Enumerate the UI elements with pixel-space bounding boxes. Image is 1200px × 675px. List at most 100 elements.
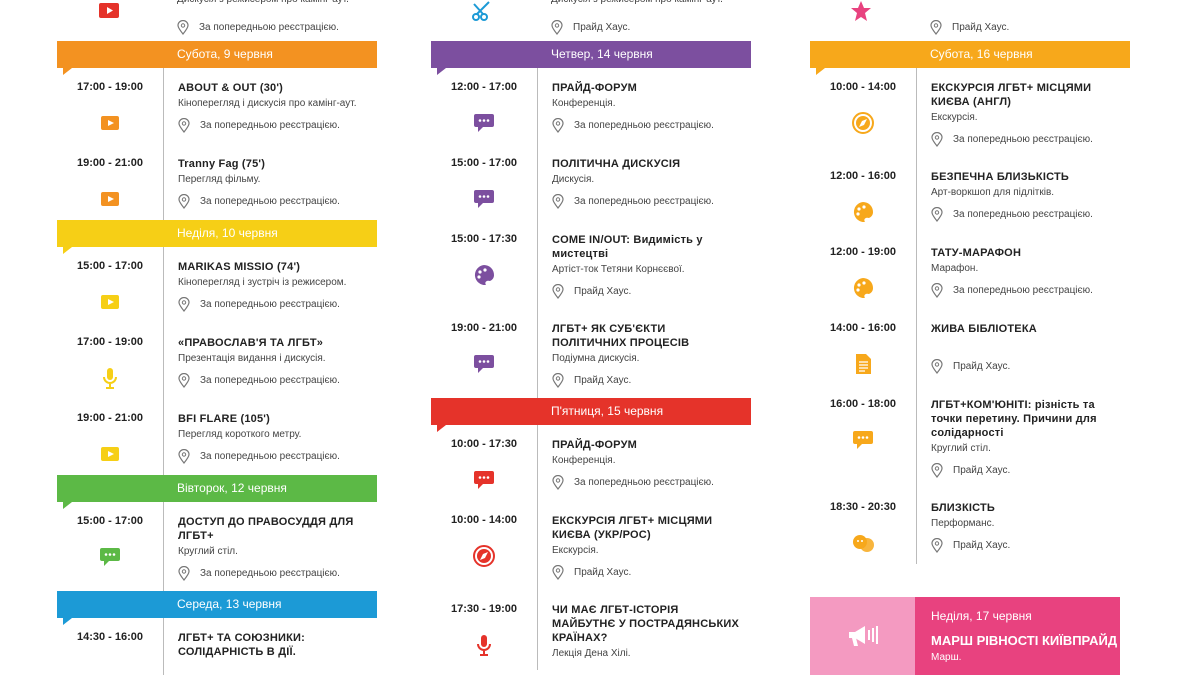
event-content: ЕКСКУРСІЯ ЛГБТ+ МІСЦЯМИ КИЄВА (УКР/РОС) Е…	[537, 501, 751, 590]
event-description: Артіст-ток Тетяни Корнєєвої.	[552, 264, 685, 275]
place-text: Прайд Хаус.	[574, 286, 632, 297]
place-text: За попередньою реєстрацією.	[953, 209, 1093, 220]
time-text: 12:00 - 17:00	[450, 81, 518, 93]
event-place: За попередньою реєстрацією.	[931, 132, 1130, 147]
event-title: ЛГБТ+ ЯК СУБ'ЄКТИ ПОЛІТИЧНИХ ПРОЦЕСІВ	[552, 323, 690, 349]
yt-icon	[99, 3, 119, 18]
event: 12:00 - 19:00 ТАТУ-МАРАФОН Марафон. За попе…	[810, 233, 1130, 309]
event-time: 14:00 - 16:00	[810, 309, 916, 385]
event-content: БЛИЗКІСТЬ Перформанс. Прайд Хаус.	[916, 488, 1130, 564]
time-text: 19:00 - 21:00	[76, 412, 144, 424]
place-text: За попередньою реєстрацією.	[200, 375, 340, 386]
time-text: 14:00 - 16:00	[829, 322, 897, 334]
event-time: 12:00 - 17:00	[431, 68, 537, 144]
event: 17:30 - 19:00 ЧИ МАЄ ЛГБТ-ІСТОРІЯ МАЙБУТН…	[431, 590, 751, 670]
time-text: 17:00 - 19:00	[76, 336, 144, 348]
event: 12:00 - 16:00 БЕЗПЕЧНА БЛИЗЬКІСТЬ Арт-ворк…	[810, 157, 1130, 233]
event-time: 17:00 - 19:00	[57, 323, 163, 399]
event-content: BFI FLARE (105') Перегляд короткого метру…	[163, 399, 377, 475]
pin-icon	[177, 20, 189, 35]
event-place: За попередньою реєстрацією.	[178, 118, 377, 133]
event-content: ЕКСКУРСІЯ ЛГБТ+ МІСЦЯМИ КИЄВА (АНГЛ) Екск…	[916, 68, 1130, 157]
pin-icon	[930, 20, 942, 35]
event-place: За попередньою реєстрацією.	[552, 118, 751, 133]
schedule-column: Прайд Хаус. Субота, 16 червня 10:00 - 14:0…	[810, 0, 1130, 564]
palette-icon	[474, 265, 495, 286]
pin-icon	[178, 566, 190, 581]
pin-icon	[178, 449, 190, 464]
final-date: Неділя, 17 червня	[931, 609, 1032, 623]
event-time: 12:00 - 19:00	[810, 233, 916, 309]
event-title: ЛГБТ+ ТА СОЮЗНИКИ: СОЛІДАРНІСТЬ В ДІЇ.	[178, 632, 306, 658]
event-description: Екскурсія.	[552, 545, 599, 556]
time-text: 18:30 - 20:30	[829, 501, 897, 513]
time-text: 17:30 - 19:00	[450, 603, 518, 615]
masks-icon	[853, 535, 874, 552]
event-description: Конференція.	[552, 98, 616, 109]
place-text: За попередньою реєстрацією.	[199, 22, 339, 33]
mic-icon	[103, 368, 117, 389]
pin-icon	[931, 463, 943, 478]
event: 10:00 - 17:30 ПРАЙД-ФОРУМ Конференція. За п…	[431, 425, 751, 501]
event-time: 16:00 - 18:00	[810, 385, 916, 488]
event-description: Презентація видання і дискусія.	[178, 353, 326, 364]
event-place: Прайд Хаус.	[930, 20, 1009, 35]
event-description: Арт-воркшоп для підлітків.	[931, 187, 1055, 198]
place-text: Прайд Хаус.	[574, 375, 632, 386]
day-header: Неділя, 10 червня	[57, 220, 377, 254]
event-description: Дискусія з режисером про камінг-аут.	[551, 0, 723, 5]
pin-icon	[552, 284, 564, 299]
place-text: За попередньою реєстрацією.	[574, 196, 714, 207]
event-time: 19:00 - 21:00	[431, 309, 537, 398]
event-content: ПРАЙД-ФОРУМ Конференція. За попередньою ре…	[537, 68, 751, 144]
event-title: MARIKAS MISSIO (74')	[178, 261, 301, 273]
event: 19:00 - 21:00 BFI FLARE (105') Перегляд ко…	[57, 399, 377, 475]
event-title: BFI FLARE (105')	[178, 413, 270, 425]
continued-event: Прайд Хаус.	[810, 0, 1130, 41]
event: 12:00 - 17:00 ПРАЙД-ФОРУМ Конференція. За п…	[431, 68, 751, 144]
day-header: Субота, 9 червня	[57, 41, 377, 75]
pin-icon	[551, 20, 563, 35]
event-title: ДОСТУП ДО ПРАВОСУДДЯ ДЛЯ ЛГБТ+	[178, 516, 354, 542]
place-text: Прайд Хаус.	[953, 465, 1011, 476]
event-place: Прайд Хаус.	[931, 359, 1130, 374]
final-description: Марш.	[931, 652, 962, 663]
compass-icon	[852, 112, 874, 134]
event: 10:00 - 14:00 ЕКСКУРСІЯ ЛГБТ+ МІСЦЯМИ КИЄ…	[810, 68, 1130, 157]
event-content: COME IN/OUT: Видимість у мистецтві Артіст…	[537, 220, 751, 309]
chat-icon	[474, 355, 494, 373]
star-icon	[851, 1, 871, 21]
event-place: Прайд Хаус.	[931, 463, 1130, 478]
event-content: ПОЛІТИЧНА ДИСКУСІЯ Дискусія. За попередньо…	[537, 144, 751, 220]
place-text: За попередньою реєстрацією.	[200, 451, 340, 462]
event-time: 12:00 - 16:00	[810, 157, 916, 233]
event-title: ABOUT & OUT (30')	[178, 82, 284, 94]
event-title: COME IN/OUT: Видимість у мистецтві	[552, 234, 703, 260]
event: 15:00 - 17:00 ПОЛІТИЧНА ДИСКУСІЯ Дискусія.…	[431, 144, 751, 220]
event-place: За попередньою реєстрацією.	[178, 566, 377, 581]
place-text: За попередньою реєстрацією.	[574, 477, 714, 488]
place-text: Прайд Хаус.	[952, 22, 1010, 33]
pin-icon	[178, 373, 190, 388]
schedule-column: Дискусія з режисером про камінг-аут. Прай…	[431, 0, 751, 670]
place-text: Прайд Хаус.	[953, 361, 1011, 372]
event-place: За попередньою реєстрацією.	[178, 449, 377, 464]
event: 14:30 - 16:00 ЛГБТ+ ТА СОЮЗНИКИ: СОЛІДАРН…	[57, 618, 377, 675]
pin-icon	[552, 475, 564, 490]
event-title: ПОЛІТИЧНА ДИСКУСІЯ	[552, 158, 681, 170]
pin-icon	[931, 132, 943, 147]
time-text: 15:00 - 17:30	[450, 233, 518, 245]
event-time: 19:00 - 21:00	[57, 399, 163, 475]
event-content: ЧИ МАЄ ЛГБТ-ІСТОРІЯ МАЙБУТНЄ У ПОСТРАДЯН…	[537, 590, 751, 670]
event-description: Екскурсія.	[931, 112, 978, 123]
event-place: Прайд Хаус.	[552, 373, 751, 388]
spacer	[931, 339, 1130, 351]
event-title: ЖИВА БІБЛІОТЕКА	[931, 323, 1037, 335]
place-text: Прайд Хаус.	[573, 22, 631, 33]
event-description: Круглий стіл.	[931, 443, 991, 454]
final-title: МАРШ РІВНОСТІ КИЇВПРАЙД	[931, 633, 1118, 648]
place-text: За попередньою реєстрацією.	[953, 285, 1093, 296]
event-description: Конференція.	[552, 455, 616, 466]
place-text: За попередньою реєстрацією.	[200, 568, 340, 579]
event-place: Прайд Хаус.	[551, 20, 630, 35]
